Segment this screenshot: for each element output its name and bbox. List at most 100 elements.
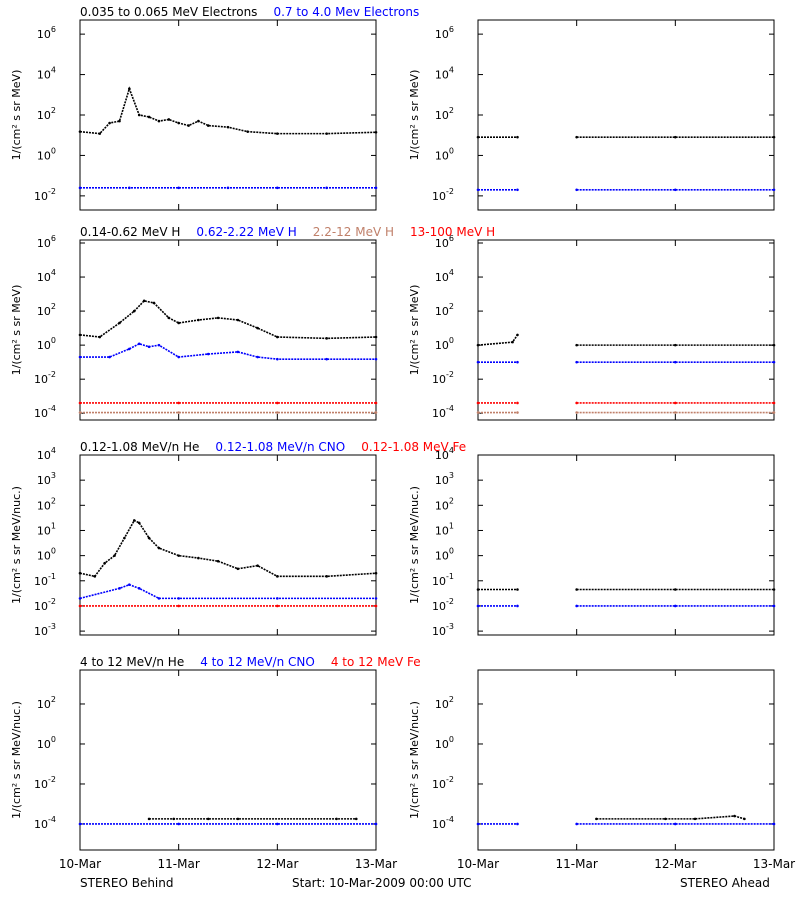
data-point: [177, 401, 180, 405]
data-point: [674, 588, 677, 591]
data-point: [325, 132, 328, 135]
data-point: [78, 822, 82, 826]
data-point: [516, 411, 519, 414]
data-point: [575, 588, 578, 591]
data-point: [137, 342, 141, 346]
data-point: [674, 135, 677, 139]
x-tick-label: 10-Mar: [457, 857, 499, 871]
data-point: [236, 350, 240, 354]
data-point: [476, 188, 480, 192]
data-point: [772, 588, 776, 591]
data-point: [476, 360, 480, 364]
data-point: [476, 343, 480, 347]
data-point: [206, 817, 210, 821]
data-point: [123, 536, 126, 540]
y-tick-label: 102: [435, 302, 454, 318]
series-line: [79, 583, 376, 600]
data-point: [276, 132, 279, 135]
data-point: [276, 597, 279, 600]
y-tick-label: 102: [435, 695, 454, 711]
y-tick-label: 100: [435, 336, 454, 352]
y-tick-label: 100: [435, 547, 454, 563]
data-point: [325, 186, 328, 190]
y-tick-label: 102: [435, 496, 454, 512]
data-point: [516, 360, 519, 364]
data-point: [325, 337, 328, 340]
data-point: [132, 309, 136, 313]
footer-start-label: Start: 10-Mar-2009 00:00 UTC: [292, 876, 472, 890]
y-tick-label: 100: [37, 336, 56, 352]
y-tick-label: 10-2: [432, 187, 454, 203]
panel-row1-left: 10-2 100 102 104 106 1/(cm² s sr MeV) 0.035 to…: [10, 5, 419, 211]
data-point: [206, 124, 210, 127]
y-tick-label: 10-3: [432, 622, 454, 638]
data-point: [511, 340, 514, 344]
y-tick-label: 10-4: [34, 404, 56, 420]
data-point: [197, 119, 200, 123]
data-point: [674, 188, 677, 192]
y-tick-label: 10-2: [34, 775, 56, 791]
data-point: [476, 401, 480, 405]
data-point: [177, 604, 180, 608]
y-tick-label: 104: [435, 446, 454, 462]
data-point: [177, 321, 180, 325]
panel-row4-left: 10-4 10-2 100 102 1/(cm² s sr MeV/nuc.) 4 to …: [10, 655, 421, 851]
y-axis-label: 1/(cm² s sr MeV/nuc.): [408, 701, 421, 819]
y-tick-label: 10-1: [34, 572, 56, 588]
data-point: [128, 583, 131, 586]
data-point: [772, 188, 776, 192]
data-point: [152, 301, 156, 305]
data-point: [236, 817, 240, 821]
data-point: [137, 587, 141, 590]
data-point: [476, 604, 480, 608]
data-point: [276, 335, 279, 339]
data-point: [206, 352, 210, 356]
data-point: [772, 343, 776, 347]
data-point: [335, 817, 338, 821]
data-point: [674, 401, 677, 405]
y-tick-label: 101: [435, 521, 454, 537]
data-point: [276, 357, 279, 361]
data-point: [374, 604, 378, 608]
series-line: [79, 299, 377, 340]
series-line: [477, 334, 519, 346]
series-line: [79, 519, 377, 578]
data-point: [256, 355, 259, 359]
data-point: [113, 554, 116, 557]
y-tick-label: 10-4: [432, 404, 454, 420]
data-point: [98, 132, 102, 135]
x-tick-label: 12-Mar: [256, 857, 298, 871]
data-point: [128, 186, 131, 190]
legend-title: 2.2-12 MeV H: [313, 225, 394, 239]
data-point: [476, 822, 480, 826]
data-point: [476, 135, 480, 139]
data-point: [93, 575, 97, 578]
data-point: [772, 411, 776, 414]
y-tick-label: 100: [435, 735, 454, 751]
data-point: [516, 401, 519, 405]
data-point: [108, 121, 111, 125]
data-point: [132, 519, 136, 522]
data-point: [374, 130, 378, 134]
data-point: [177, 186, 180, 190]
data-point: [276, 186, 279, 190]
x-tick-label: 10-Mar: [59, 857, 101, 871]
legend-title: 4 to 12 MeV/n CNO: [200, 655, 315, 669]
data-point: [674, 360, 677, 364]
y-tick-label: 10-4: [34, 815, 56, 831]
data-point: [575, 604, 578, 608]
data-point: [78, 401, 82, 405]
data-point: [142, 299, 146, 303]
data-point: [236, 567, 240, 571]
y-tick-label: 104: [435, 268, 454, 284]
data-point: [674, 343, 677, 347]
data-point: [693, 817, 697, 821]
data-point: [98, 335, 102, 339]
data-point: [772, 401, 776, 405]
data-point: [325, 575, 328, 578]
plot-frame: [79, 19, 377, 211]
data-point: [118, 119, 121, 123]
data-point: [78, 355, 82, 359]
y-tick-label: 106: [435, 25, 454, 41]
